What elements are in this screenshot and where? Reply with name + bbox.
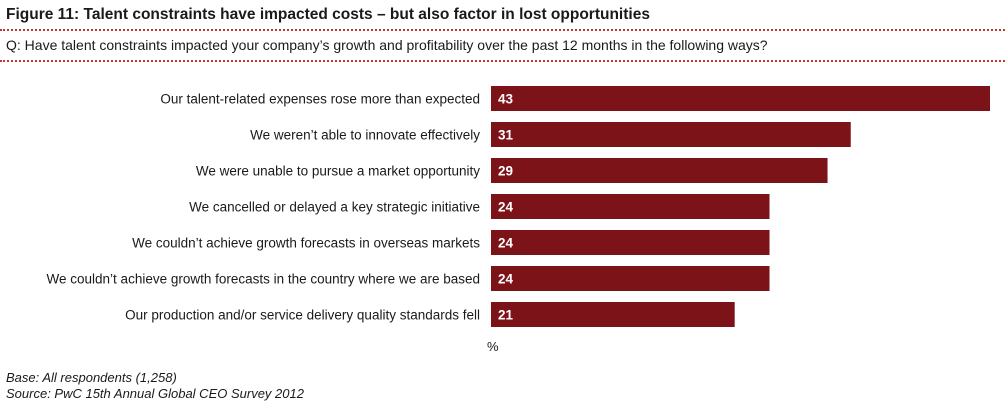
category-label: We couldn’t achieve growth forecasts in …	[132, 236, 480, 251]
x-axis-unit-label: %	[487, 339, 499, 354]
bar-chart: Our talent-related expenses rose more th…	[47, 86, 990, 327]
bar-value-label: 29	[498, 164, 513, 179]
base-footnote: Base: All respondents (1,258)	[6, 370, 177, 385]
category-label: We were unable to pursue a market opport…	[196, 164, 480, 179]
category-label: We weren’t able to innovate effectively	[250, 128, 480, 143]
bar-value-label: 21	[498, 308, 514, 323]
bar	[491, 122, 851, 147]
bar	[491, 302, 735, 327]
title-divider	[0, 29, 1005, 31]
chart-question: Q: Have talent constraints impacted your…	[6, 37, 768, 53]
bar-value-label: 24	[498, 236, 514, 251]
category-label: We cancelled or delayed a key strategic …	[189, 200, 480, 215]
bar	[491, 266, 770, 291]
chart-title: Figure 11: Talent constraints have impac…	[6, 6, 650, 23]
category-label: We couldn’t achieve growth forecasts in …	[47, 272, 480, 287]
category-label: Our production and/or service delivery q…	[125, 308, 480, 323]
source-footnote: Source: PwC 15th Annual Global CEO Surve…	[6, 386, 304, 401]
bar-value-label: 31	[498, 128, 514, 143]
bar	[491, 86, 990, 111]
category-label: Our talent-related expenses rose more th…	[160, 92, 480, 107]
bar	[491, 230, 770, 255]
bar	[491, 158, 828, 183]
bar-value-label: 43	[498, 92, 514, 107]
bar-value-label: 24	[498, 272, 514, 287]
bar	[491, 194, 770, 219]
question-divider	[0, 60, 1005, 62]
bar-value-label: 24	[498, 200, 514, 215]
